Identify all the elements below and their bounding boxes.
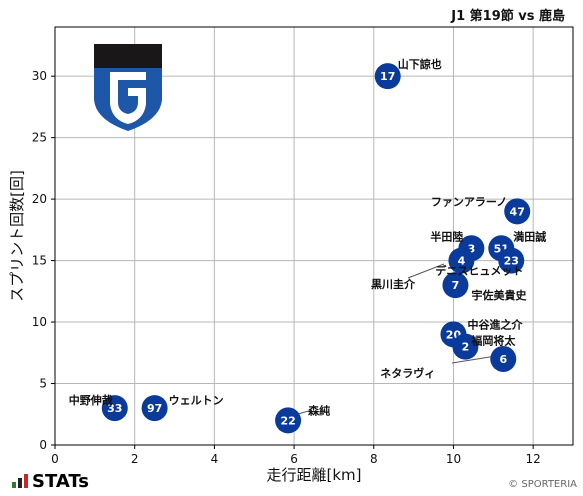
jersey-number: 6 <box>499 353 507 366</box>
label-leader-line <box>451 355 497 364</box>
jersey-number: 97 <box>147 402 162 415</box>
player-name-label: 中谷進之介 <box>467 317 523 331</box>
data-point: 2 <box>452 333 479 360</box>
data-point: 7 <box>442 272 469 299</box>
plot-frame <box>54 26 574 446</box>
jersey-number: 4 <box>458 255 466 268</box>
copyright-credit: © SPORTERIA <box>508 479 577 490</box>
player-name-label: 黒川圭介 <box>371 277 416 291</box>
x-tick-label: 8 <box>370 452 378 466</box>
point-marker <box>448 247 475 274</box>
jersey-number: 33 <box>107 402 122 415</box>
data-point: 97 <box>141 395 168 422</box>
player-name-label: ファンアラーノ <box>431 195 507 208</box>
player-name-label: 宇佐美貴史 <box>471 288 527 302</box>
point-marker <box>490 345 517 372</box>
x-tick-label: 0 <box>51 452 59 466</box>
point-marker <box>498 247 525 274</box>
player-name-label: 福岡将太 <box>470 334 516 348</box>
point-marker <box>452 333 479 360</box>
y-tick-label: 5 <box>39 377 47 391</box>
player-name-label: ウェルトン <box>169 394 224 407</box>
y-tick-label: 30 <box>32 69 47 83</box>
player-name-label: 森純 <box>308 403 330 417</box>
jersey-number: 17 <box>380 70 395 83</box>
player-name-label: 半田陸 <box>430 229 463 243</box>
x-axis-title: 走行距離[km] <box>266 466 361 484</box>
club-logo <box>94 44 162 131</box>
brand-text: STATs <box>32 471 89 492</box>
jersey-number: 3 <box>468 242 476 255</box>
point-marker <box>374 63 401 90</box>
data-point: 33 <box>101 395 128 422</box>
data-point: 17 <box>374 63 401 90</box>
jersey-number: 7 <box>452 279 460 292</box>
axis-ticks: 0 2 4 6 8 10 12 0 5 10 15 20 25 30 <box>32 69 541 466</box>
point-marker <box>442 272 469 299</box>
match-title: J1 第19節 vs 鹿島 <box>450 8 565 24</box>
y-tick-label: 10 <box>32 315 47 329</box>
player-name-label: ネタラヴィ <box>380 366 435 380</box>
y-tick-label: 25 <box>32 131 47 145</box>
grid-lines <box>54 27 573 446</box>
data-point: 6 <box>490 345 517 372</box>
jersey-number: 22 <box>280 414 295 427</box>
player-name-label: デニスヒュメット <box>435 264 523 278</box>
jersey-number: 47 <box>510 205 525 218</box>
point-marker <box>101 395 128 422</box>
data-point: 4 <box>448 247 475 274</box>
point-marker <box>141 395 168 422</box>
point-marker <box>504 198 531 225</box>
data-point: 22 <box>275 407 302 434</box>
player-name-label: 満田誠 <box>513 229 546 243</box>
jersey-number: 2 <box>462 341 470 354</box>
x-tick-label: 6 <box>290 452 298 466</box>
data-point: 47 <box>504 198 531 225</box>
label-leader-line <box>407 263 445 279</box>
player-name-label: 山下諒也 <box>398 57 442 71</box>
x-tick-label: 2 <box>131 452 139 466</box>
label-leaders <box>297 263 497 415</box>
x-tick-label: 10 <box>446 452 461 466</box>
data-point: 23 <box>498 247 525 274</box>
y-tick-label: 0 <box>39 438 47 452</box>
y-axis-title: スプリント回数[回] <box>8 170 26 302</box>
y-tick-label: 20 <box>32 192 47 206</box>
label-leader-line <box>297 409 313 415</box>
bar-chart-icon <box>12 472 28 488</box>
stats-brand: STATs <box>12 471 89 492</box>
player-name-label: 中野伸哉 <box>69 393 113 407</box>
x-tick-label: 4 <box>211 452 219 466</box>
point-marker <box>275 407 302 434</box>
y-tick-label: 15 <box>32 254 47 268</box>
x-tick-label: 12 <box>526 452 541 466</box>
jersey-number: 23 <box>504 255 519 268</box>
